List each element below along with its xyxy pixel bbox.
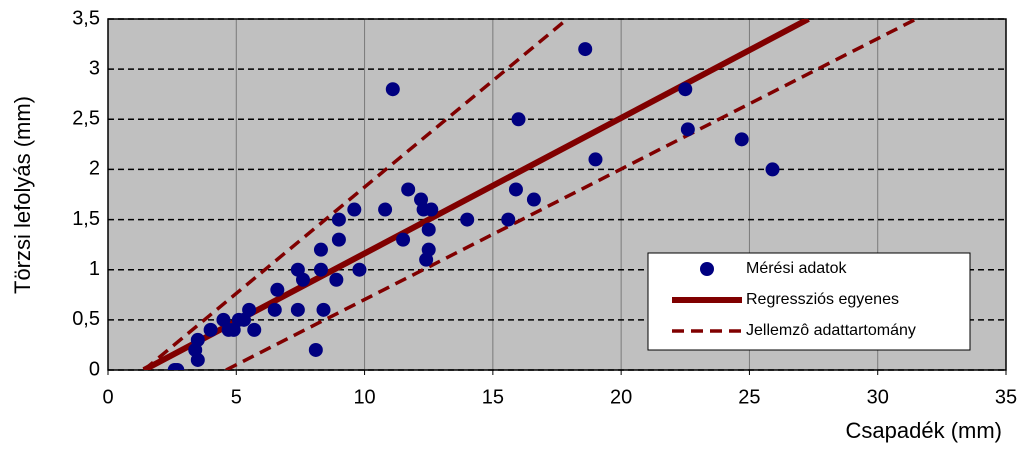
x-tick-label: 35 [995, 386, 1017, 408]
data-point [313, 262, 328, 277]
legend-label: Mérési adatok [746, 260, 847, 277]
data-point [378, 202, 393, 217]
data-point [316, 302, 331, 317]
x-tick-label: 15 [482, 386, 504, 408]
data-point [578, 42, 593, 57]
data-point [680, 122, 695, 137]
x-tick-label: 25 [738, 386, 760, 408]
y-tick-label: 1,5 [72, 208, 100, 230]
data-point [424, 202, 439, 217]
data-point [290, 302, 305, 317]
x-tick-label: 0 [102, 386, 113, 408]
data-point [352, 262, 367, 277]
data-point [190, 352, 205, 367]
y-tick-label: 1 [89, 258, 100, 280]
data-point [308, 342, 323, 357]
data-point [765, 162, 780, 177]
y-tick-label: 2,5 [72, 108, 100, 130]
data-point [190, 332, 205, 347]
data-point [678, 82, 693, 97]
y-tick-label: 3,5 [72, 7, 100, 29]
data-point [734, 132, 749, 147]
data-point [385, 82, 400, 97]
plot-frame [107, 18, 1007, 371]
legend-label: Jellemzô adattartomány [746, 322, 916, 339]
data-point [295, 272, 310, 287]
legend-marker [700, 262, 714, 276]
x-axis-label: Csapadék (mm) [846, 418, 1002, 443]
x-tick-label: 20 [610, 386, 632, 408]
y-tick-label: 0 [89, 358, 100, 380]
data-point [242, 302, 257, 317]
data-point [511, 112, 526, 127]
x-tick-label: 30 [867, 386, 889, 408]
data-point [203, 322, 218, 337]
plot-area [142, 19, 917, 370]
data-point [421, 242, 436, 257]
data-point [329, 272, 344, 287]
data-point [267, 302, 282, 317]
x-tick-label: 5 [231, 386, 242, 408]
data-point [588, 152, 603, 167]
data-point [313, 242, 328, 257]
data-point [347, 202, 362, 217]
data-point [247, 322, 262, 337]
series-line [142, 19, 917, 370]
y-tick-label: 0,5 [72, 308, 100, 330]
data-point [170, 363, 185, 370]
y-axis-label: Törzsi lefolyás (mm) [10, 96, 35, 294]
data-point [526, 192, 541, 207]
legend-label: Regressziós egyenes [746, 291, 899, 308]
data-point [401, 182, 416, 197]
data-point [460, 212, 475, 227]
data-point [396, 232, 411, 247]
data-point [501, 212, 516, 227]
data-point [331, 212, 346, 227]
y-tick-label: 2 [89, 158, 100, 180]
data-point [270, 282, 285, 297]
x-tick-label: 10 [353, 386, 375, 408]
data-point [331, 232, 346, 247]
y-tick-label: 3 [89, 57, 100, 79]
data-point [508, 182, 523, 197]
data-point [421, 222, 436, 237]
